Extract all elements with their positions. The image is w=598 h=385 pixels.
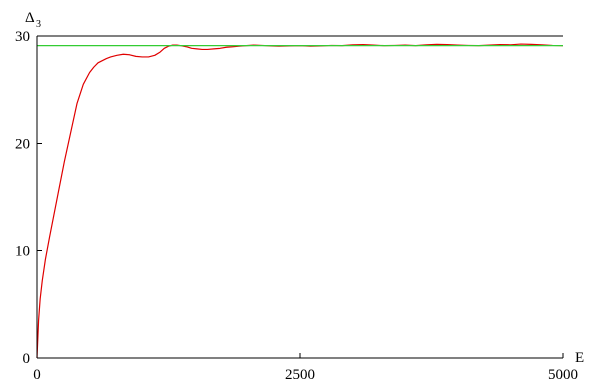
y-tick-label-10: 10 [15, 244, 30, 260]
y-axis-label: Δ [25, 10, 35, 26]
plot-area [36, 43, 564, 359]
x-tick-label-5000: 5000 [548, 367, 578, 383]
axes [36, 35, 564, 359]
x-tick-label-0: 0 [33, 367, 41, 383]
y-tick-label-30: 30 [15, 29, 30, 45]
series-line-1 [36, 43, 564, 359]
x-tick-label-2500: 2500 [285, 367, 315, 383]
y-tick-label-20: 20 [15, 136, 30, 152]
y-tick-label-0: 0 [23, 351, 31, 367]
y-axis-label-subscript: 3 [36, 19, 41, 30]
x-axis-label: E [575, 350, 584, 366]
